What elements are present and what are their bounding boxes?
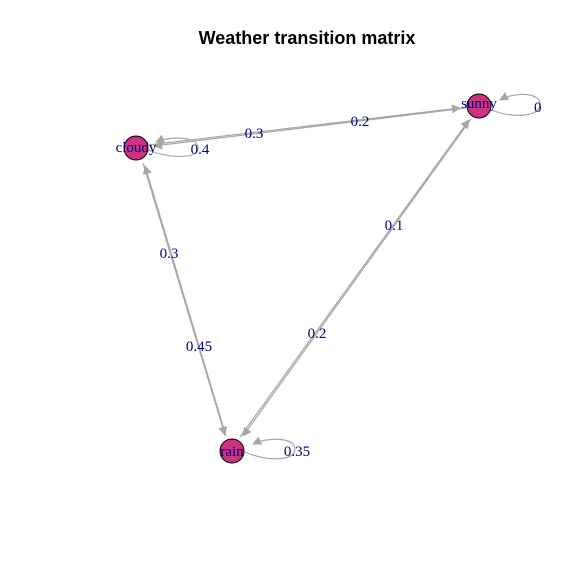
self-loop-rain [244, 436, 296, 460]
node-label-sunny: sunny [461, 96, 497, 112]
edge-label-rain-sunny: 0.1 [385, 218, 404, 234]
edge-label-sunny-cloudy: 0.3 [245, 126, 264, 142]
self-loop-label-cloudy: 0.4 [191, 142, 210, 158]
edge-rain-cloudy [143, 165, 227, 437]
edge-label-cloudy-rain: 0.45 [186, 339, 212, 355]
self-loop-label-rain: 0.35 [284, 444, 310, 460]
node-cloudy: cloudy [116, 135, 157, 161]
diagram-title: Weather transition matrix [198, 28, 416, 48]
edge-label-sunny-rain: 0.2 [308, 326, 327, 342]
node-rain: rain [219, 438, 245, 464]
edge-sunny-cloudy [153, 107, 467, 150]
self-loop-label-sunny: 0 [534, 100, 542, 116]
edge-rain-sunny [239, 119, 470, 438]
self-loop-cloudy [147, 134, 199, 158]
node-label-cloudy: cloudy [116, 140, 157, 156]
edge-cloudy-rain [142, 162, 227, 436]
node-label-rain: rain [220, 444, 244, 460]
edge-sunny-rain [242, 118, 472, 437]
edge-label-rain-cloudy: 0.3 [160, 246, 179, 262]
edge-cloudy-sunny [147, 104, 461, 146]
self-loop-sunny [491, 92, 541, 116]
edge-label-cloudy-sunny: 0.2 [351, 114, 370, 130]
node-sunny: sunny [461, 93, 497, 119]
